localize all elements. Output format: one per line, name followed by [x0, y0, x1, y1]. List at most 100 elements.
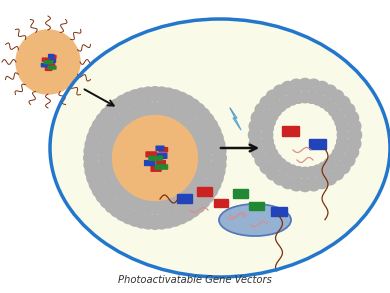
- Circle shape: [141, 87, 156, 102]
- FancyBboxPatch shape: [50, 59, 55, 62]
- Circle shape: [161, 88, 176, 103]
- Circle shape: [182, 189, 195, 202]
- Circle shape: [318, 96, 330, 108]
- Circle shape: [116, 206, 130, 221]
- Circle shape: [87, 131, 101, 146]
- Circle shape: [186, 185, 199, 198]
- Circle shape: [159, 201, 172, 213]
- Circle shape: [211, 144, 226, 159]
- Circle shape: [148, 215, 162, 229]
- Circle shape: [281, 176, 294, 189]
- Circle shape: [124, 195, 136, 208]
- Circle shape: [337, 96, 350, 110]
- Circle shape: [275, 100, 286, 112]
- Circle shape: [306, 92, 317, 103]
- Circle shape: [144, 201, 156, 214]
- Circle shape: [266, 148, 278, 160]
- Circle shape: [312, 93, 324, 105]
- Circle shape: [110, 99, 125, 113]
- Circle shape: [119, 111, 132, 124]
- Circle shape: [203, 183, 218, 197]
- Circle shape: [323, 85, 337, 98]
- Circle shape: [122, 209, 136, 224]
- Circle shape: [337, 161, 350, 174]
- Circle shape: [316, 81, 329, 95]
- Circle shape: [112, 118, 124, 131]
- Circle shape: [260, 96, 273, 110]
- FancyBboxPatch shape: [41, 64, 48, 67]
- Circle shape: [105, 127, 118, 139]
- FancyBboxPatch shape: [156, 161, 165, 166]
- Circle shape: [252, 111, 265, 125]
- Circle shape: [249, 137, 262, 150]
- Circle shape: [198, 162, 210, 175]
- Circle shape: [87, 171, 101, 185]
- Circle shape: [266, 167, 280, 180]
- FancyBboxPatch shape: [42, 58, 49, 62]
- Circle shape: [99, 157, 112, 170]
- Circle shape: [161, 213, 176, 228]
- Circle shape: [266, 110, 278, 122]
- Circle shape: [122, 92, 136, 107]
- Circle shape: [99, 152, 111, 164]
- Circle shape: [84, 144, 99, 159]
- Circle shape: [342, 154, 355, 167]
- Circle shape: [99, 146, 112, 159]
- Circle shape: [105, 103, 119, 118]
- Circle shape: [347, 137, 361, 150]
- Circle shape: [248, 128, 262, 142]
- FancyBboxPatch shape: [177, 195, 193, 204]
- Circle shape: [154, 87, 169, 102]
- Circle shape: [209, 171, 223, 185]
- Circle shape: [174, 108, 186, 121]
- Circle shape: [212, 151, 226, 165]
- Circle shape: [299, 167, 311, 179]
- Circle shape: [347, 120, 361, 133]
- Circle shape: [154, 214, 169, 229]
- FancyBboxPatch shape: [271, 207, 287, 217]
- Circle shape: [149, 102, 161, 114]
- Circle shape: [299, 91, 311, 103]
- Circle shape: [105, 177, 118, 189]
- Circle shape: [206, 177, 221, 191]
- Circle shape: [89, 177, 104, 191]
- Circle shape: [298, 79, 312, 92]
- Circle shape: [182, 115, 195, 127]
- Circle shape: [194, 172, 207, 185]
- Circle shape: [133, 199, 146, 212]
- Circle shape: [100, 141, 112, 154]
- Circle shape: [210, 164, 225, 179]
- Circle shape: [128, 212, 142, 226]
- Circle shape: [189, 181, 202, 194]
- FancyBboxPatch shape: [250, 202, 264, 210]
- Circle shape: [103, 172, 115, 185]
- Circle shape: [211, 157, 226, 172]
- Circle shape: [348, 128, 362, 142]
- FancyBboxPatch shape: [158, 153, 167, 158]
- Text: Photoactivatable Gene Vectors: Photoactivatable Gene Vectors: [118, 275, 272, 285]
- Circle shape: [154, 102, 167, 115]
- Circle shape: [273, 172, 287, 185]
- Circle shape: [266, 90, 280, 103]
- Circle shape: [101, 136, 114, 149]
- Circle shape: [196, 167, 209, 180]
- Circle shape: [260, 161, 273, 174]
- Circle shape: [116, 95, 130, 110]
- Circle shape: [290, 79, 303, 92]
- Circle shape: [185, 202, 200, 217]
- Circle shape: [200, 188, 214, 203]
- Circle shape: [138, 201, 151, 213]
- Polygon shape: [230, 108, 241, 130]
- Circle shape: [331, 90, 344, 103]
- Circle shape: [328, 105, 340, 116]
- FancyBboxPatch shape: [44, 61, 53, 64]
- FancyBboxPatch shape: [156, 165, 168, 169]
- Circle shape: [324, 158, 335, 170]
- Circle shape: [332, 110, 344, 122]
- Circle shape: [112, 185, 124, 198]
- Circle shape: [85, 164, 100, 179]
- Circle shape: [292, 167, 304, 178]
- Circle shape: [110, 202, 125, 217]
- Circle shape: [169, 106, 182, 119]
- FancyBboxPatch shape: [310, 139, 326, 149]
